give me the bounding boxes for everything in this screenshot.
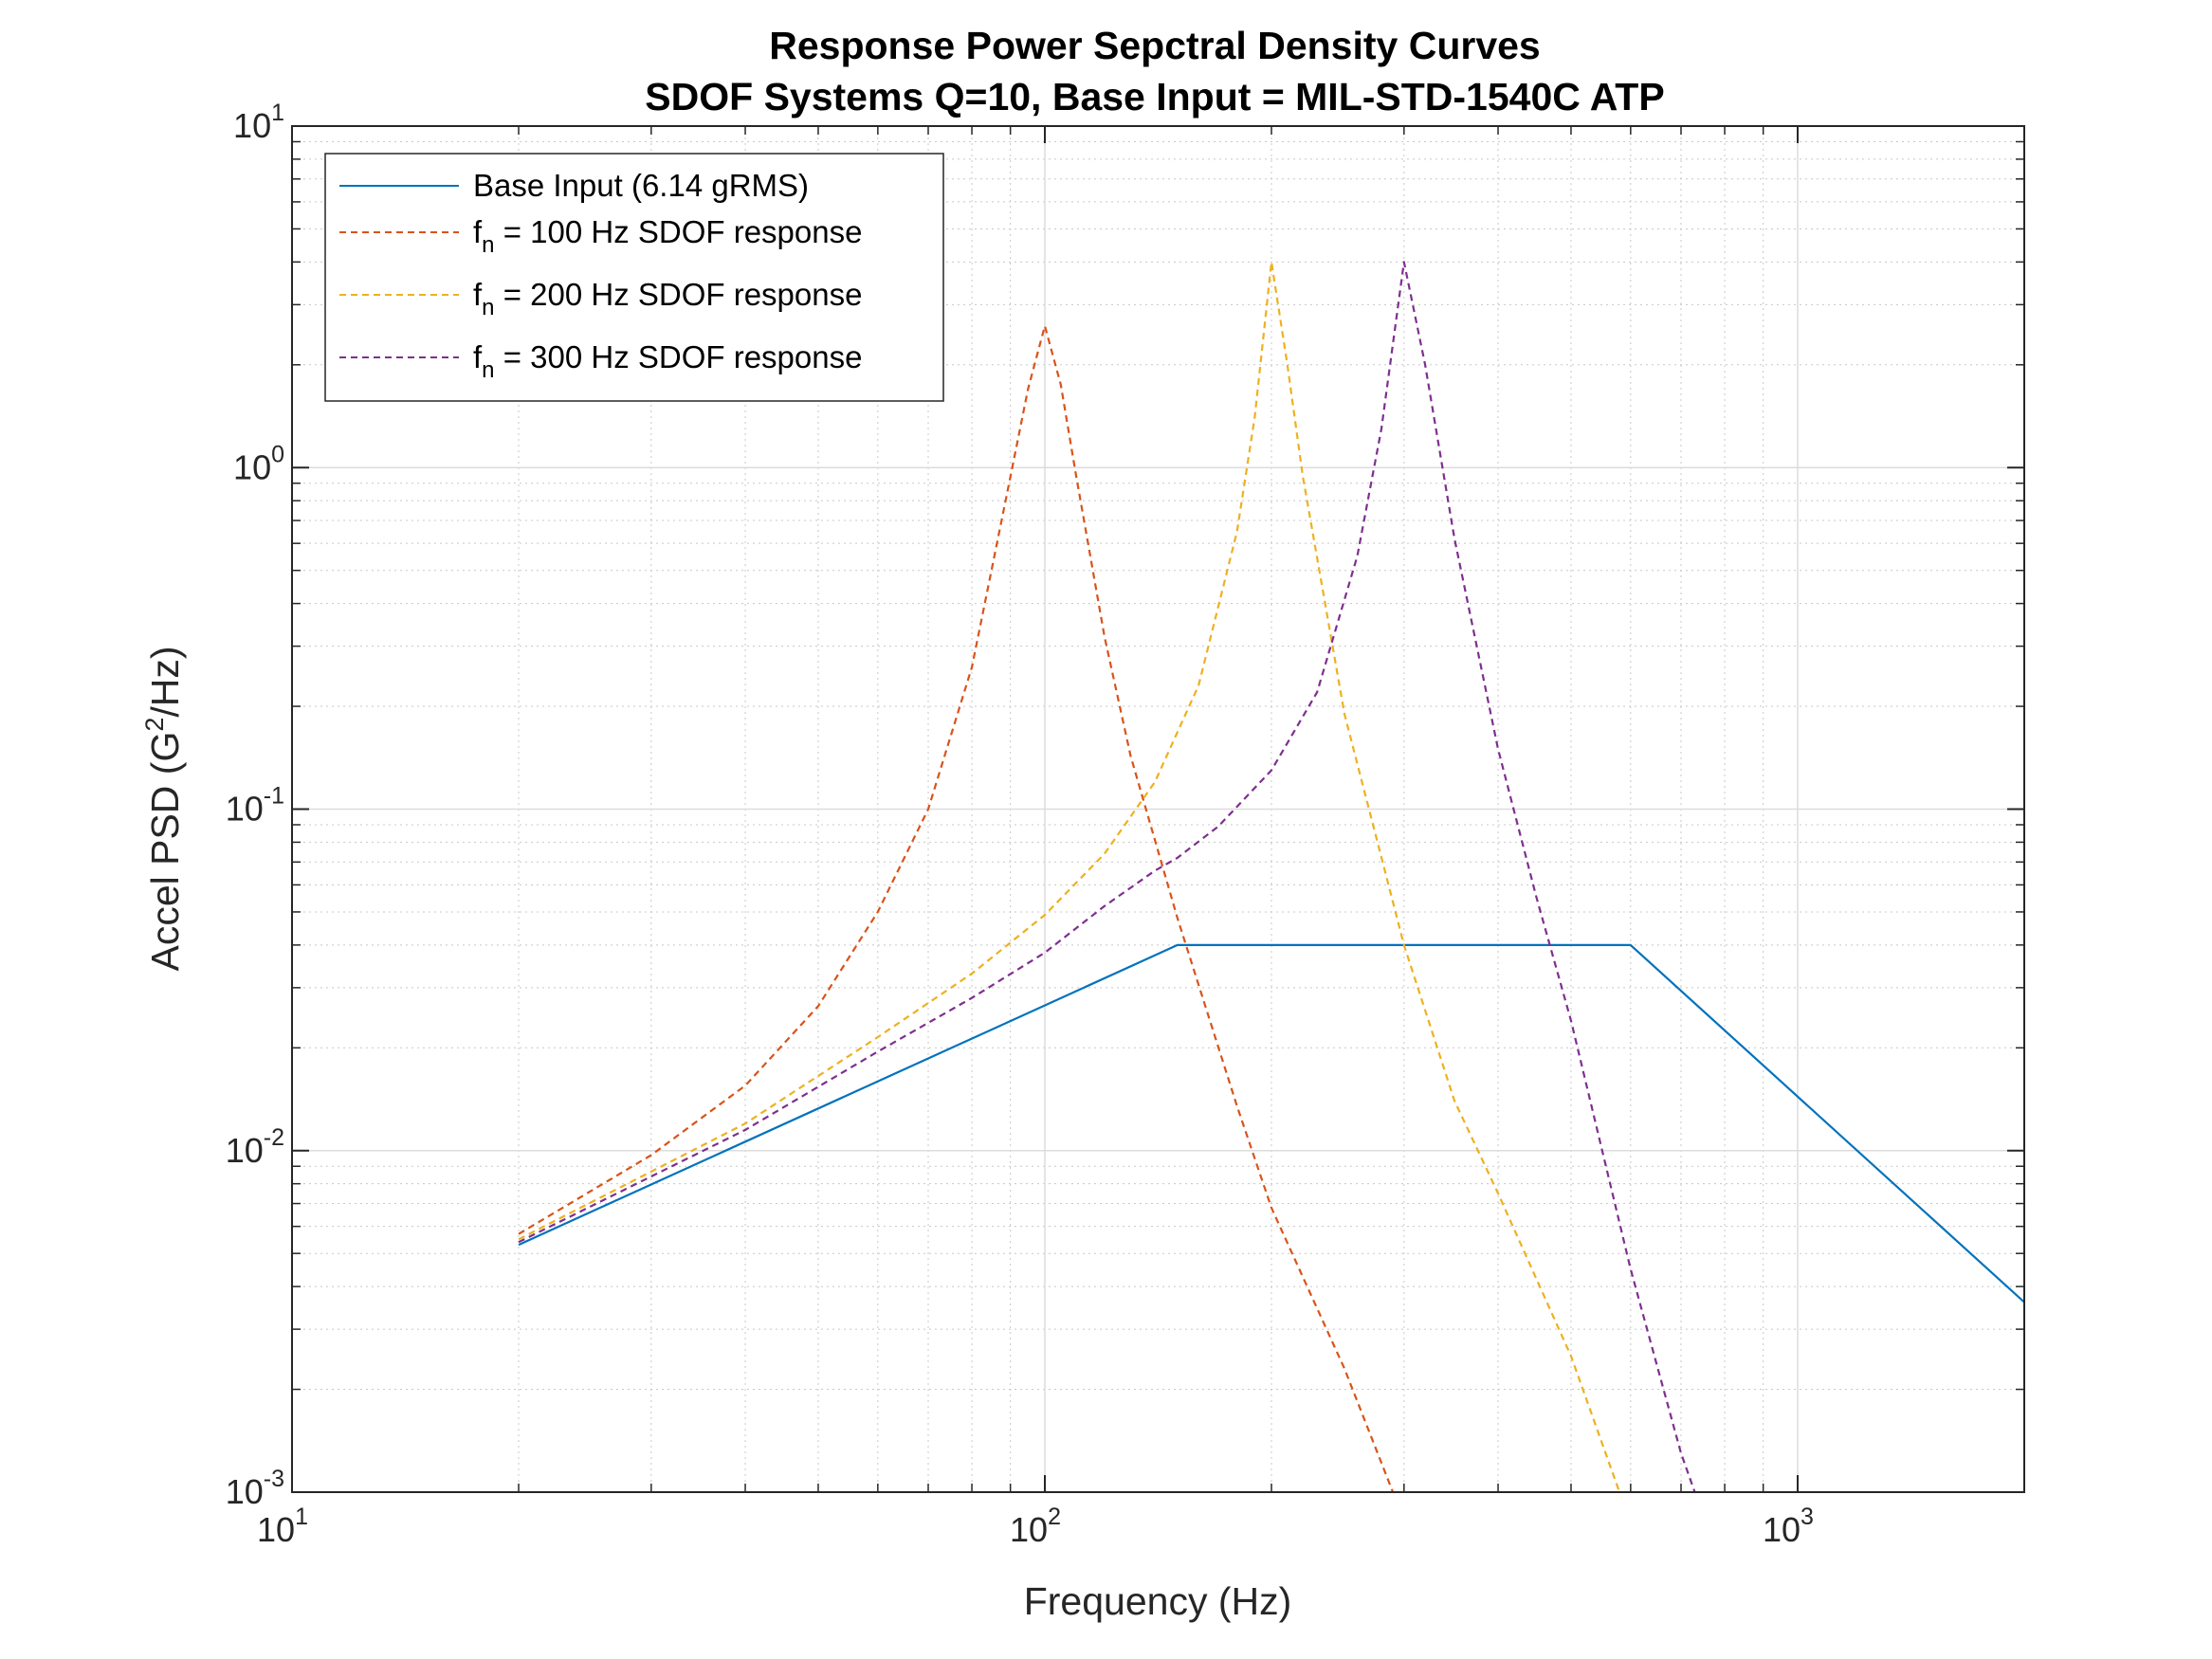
legend-label-200hz-sub: n (482, 295, 494, 320)
series-line-100hz-response (518, 324, 1395, 1492)
x-tick-label-exponent: 3 (1801, 1504, 1814, 1530)
legend-label-300hz: fn = 300 Hz SDOF response (473, 339, 862, 383)
y-axis-label-suffix: /Hz) (143, 646, 187, 717)
legend-box (324, 153, 944, 402)
series-line-300hz-response (518, 261, 1696, 1492)
x-tick-label-base: 10 (1010, 1510, 1048, 1549)
x-axis-label: Frequency (Hz) (1024, 1579, 1292, 1623)
legend-label-300hz-post: = 300 Hz SDOF response (495, 339, 863, 374)
y-tick-label-exponent: 1 (271, 100, 284, 126)
y-tick-label-exponent: 0 (271, 441, 284, 467)
y-tick-label-base: 10 (233, 106, 271, 145)
legend-label-300hz-pre: f (473, 339, 483, 374)
x-tick-label: 103 (1763, 1504, 1814, 1549)
y-tick-label-base: 10 (226, 1131, 264, 1170)
y-tick-label-base: 10 (233, 447, 271, 486)
y-tick-label-base: 10 (226, 790, 264, 829)
x-tick-label-base: 10 (257, 1510, 295, 1549)
y-axis-label-prefix: Accel PSD (G (143, 732, 187, 972)
y-tick-label: 101 (233, 100, 284, 145)
y-tick-label-exponent: -1 (264, 783, 284, 810)
legend: Base Input (6.14 gRMS) fn = 100 Hz SDOF … (324, 153, 944, 402)
series-layer (518, 261, 2024, 1492)
x-tick-label: 101 (257, 1504, 308, 1549)
legend-label-100hz-post: = 100 Hz SDOF response (495, 214, 863, 249)
legend-label-base-input: Base Input (6.14 gRMS) (473, 168, 809, 203)
legend-label-100hz-pre: f (473, 214, 483, 249)
chart-title-line-2: SDOF Systems Q=10, Base Input = MIL-STD-… (645, 75, 1664, 118)
legend-label-100hz-sub: n (482, 232, 494, 258)
legend-label-200hz-pre: f (473, 277, 483, 312)
y-tick-label: 10-3 (226, 1466, 284, 1511)
y-tick-label-exponent: -2 (264, 1124, 284, 1151)
y-tick-label-base: 10 (226, 1472, 264, 1511)
legend-label-200hz-post: = 200 Hz SDOF response (495, 277, 863, 312)
y-tick-label: 10-2 (226, 1124, 284, 1170)
axis-tick-marks (291, 125, 2025, 1493)
series-line-200hz-response (518, 261, 1621, 1492)
y-tick-label: 100 (233, 441, 284, 486)
legend-label-300hz-sub: n (482, 357, 494, 383)
y-tick-label: 10-1 (226, 783, 284, 829)
y-axis-label: Accel PSD (G2/Hz) (140, 646, 187, 971)
x-tick-label-exponent: 2 (1048, 1504, 1061, 1530)
legend-label-100hz: fn = 100 Hz SDOF response (473, 214, 862, 258)
y-tick-label-exponent: -3 (264, 1466, 284, 1492)
x-tick-label: 102 (1010, 1504, 1061, 1549)
legend-label-200hz: fn = 200 Hz SDOF response (473, 277, 862, 320)
chart-title-line-1: Response Power Sepctral Density Curves (769, 24, 1540, 67)
y-axis-label-sup: 2 (140, 718, 169, 732)
x-tick-label-base: 10 (1763, 1510, 1801, 1549)
x-tick-labels: 101 102 103 (257, 1504, 1814, 1549)
x-tick-label-exponent: 1 (295, 1504, 308, 1530)
